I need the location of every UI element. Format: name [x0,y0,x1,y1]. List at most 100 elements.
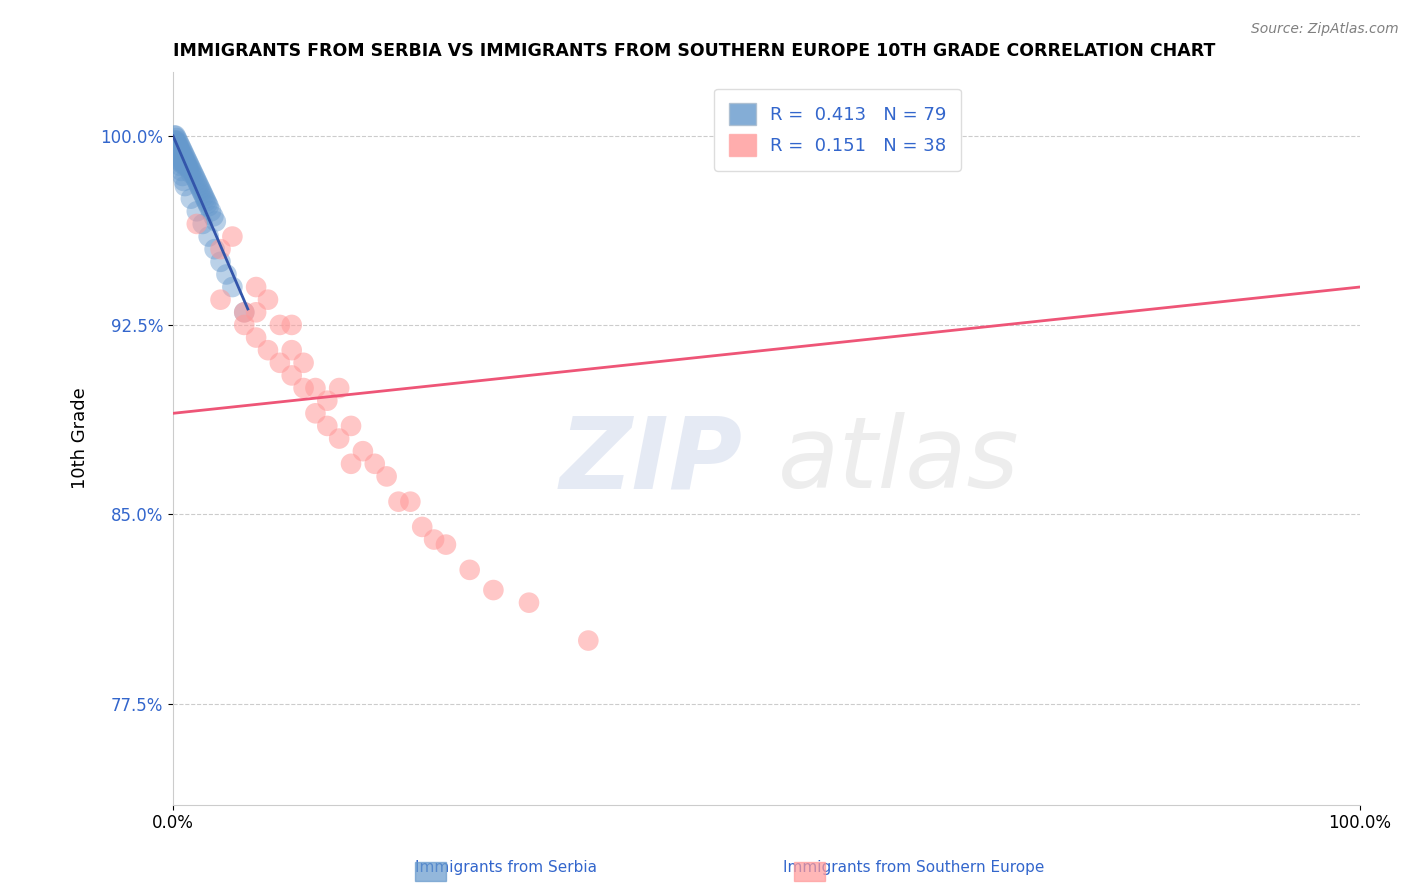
Point [195,194,218,209]
Point [172,153,194,168]
Point [576,633,599,648]
Point [411,520,433,534]
Point [166,138,188,153]
Point [202,210,225,224]
Point [166,149,188,163]
Point [169,159,191,173]
Text: Immigrants from Serbia: Immigrants from Serbia [415,861,598,875]
Point [352,444,374,458]
Point [180,192,202,206]
Point [245,305,267,319]
Point [316,393,339,408]
Text: ZIP: ZIP [560,412,742,509]
Point [179,159,201,173]
Point [423,533,446,547]
Point [176,159,198,173]
Point [221,280,243,294]
Point [166,141,188,155]
Point [165,136,187,150]
Point [269,318,291,332]
Point [172,144,194,158]
Point [174,153,197,168]
Point [316,418,339,433]
Point [280,343,302,358]
Point [172,149,194,163]
Point [304,381,326,395]
Point [364,457,387,471]
Point [173,151,195,165]
Point [292,356,315,370]
Point [209,254,232,268]
Text: atlas: atlas [778,412,1019,509]
Point [375,469,398,483]
Point [434,538,457,552]
Point [194,192,217,206]
Text: Source: ZipAtlas.com: Source: ZipAtlas.com [1251,22,1399,37]
Point [387,494,409,508]
Point [170,141,193,155]
Point [174,149,197,163]
Point [197,199,219,213]
Point [166,134,188,148]
Point [173,174,195,188]
Point [174,179,197,194]
Point [166,138,188,153]
Point [187,177,209,191]
Point [209,242,232,256]
Point [184,171,207,186]
Point [167,149,190,163]
Point [458,563,481,577]
Point [163,134,186,148]
Point [209,293,232,307]
Point [186,204,208,219]
Point [167,136,190,150]
Point [190,181,212,195]
Point [174,156,197,170]
Point [166,131,188,145]
Point [197,196,219,211]
Point [170,151,193,165]
Point [292,381,315,395]
Point [328,432,350,446]
Point [399,494,422,508]
Point [169,149,191,163]
Point [204,242,226,256]
Point [181,166,204,180]
Point [167,146,190,161]
Point [340,418,363,433]
Point [215,268,238,282]
Point [169,144,191,158]
Point [173,156,195,170]
Point [245,280,267,294]
Point [170,156,193,170]
Point [167,153,190,168]
Point [233,318,256,332]
Point [191,217,214,231]
Point [245,330,267,344]
Text: Immigrants from Southern Europe: Immigrants from Southern Europe [783,861,1045,875]
Point [257,343,280,358]
Point [186,217,208,231]
Point [165,138,187,153]
Point [186,174,208,188]
Point [517,596,540,610]
Point [340,457,363,471]
Point [172,169,194,183]
Point [188,179,211,194]
Point [170,164,193,178]
Point [177,156,200,170]
Point [233,305,256,319]
Legend: R =  0.413   N = 79, R =  0.151   N = 38: R = 0.413 N = 79, R = 0.151 N = 38 [714,89,960,170]
Point [183,169,205,183]
Point [257,293,280,307]
Point [165,128,187,143]
Text: IMMIGRANTS FROM SERBIA VS IMMIGRANTS FROM SOUTHERN EUROPE 10TH GRADE CORRELATION: IMMIGRANTS FROM SERBIA VS IMMIGRANTS FRO… [173,42,1215,60]
Point [190,184,212,198]
Point [280,368,302,383]
Point [169,138,191,153]
Point [166,136,188,150]
Point [200,204,222,219]
Point [165,134,187,148]
Point [166,144,188,158]
Point [167,141,190,155]
